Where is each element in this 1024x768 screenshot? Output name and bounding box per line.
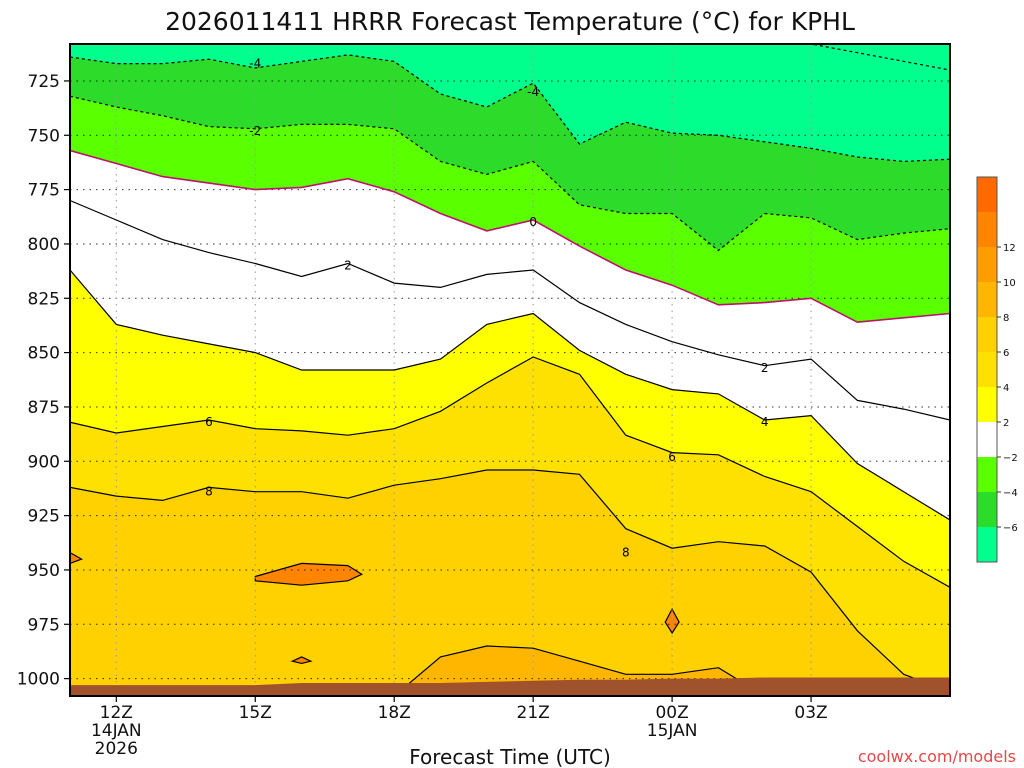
contour-label: -4 bbox=[527, 85, 539, 99]
colorbar-segment bbox=[977, 422, 997, 457]
y-tick-label: 725 bbox=[28, 72, 60, 92]
y-tick-label: 750 bbox=[28, 126, 60, 146]
isotherm-2 bbox=[70, 199, 950, 421]
colorbar-frame bbox=[976, 176, 998, 563]
contour-label: 4 bbox=[761, 415, 769, 429]
y-tick-label: 800 bbox=[28, 235, 60, 255]
y-tick-label: 975 bbox=[28, 615, 60, 635]
warm-core-contour bbox=[70, 551, 84, 565]
y-tick-label: 825 bbox=[28, 289, 60, 309]
isotherm--6 bbox=[70, 44, 950, 71]
plot-frame bbox=[69, 43, 951, 697]
contour-label: 6 bbox=[205, 415, 213, 429]
ground-layer bbox=[70, 677, 950, 696]
x-tick-label: 14JAN bbox=[91, 721, 142, 741]
x-tick-label: 12Z bbox=[100, 703, 133, 723]
isotherm-4 bbox=[70, 269, 950, 521]
colorbar-tick-label: 6 bbox=[1003, 348, 1009, 359]
contour-label: 8 bbox=[622, 546, 630, 560]
chart-title: 2026011411 HRRR Forecast Temperature (°C… bbox=[165, 7, 855, 36]
colorbar-tick-label: 8 bbox=[1003, 313, 1009, 324]
credit-text: coolwx.com/models bbox=[858, 747, 1016, 766]
contour-labels: -4 -4 -2 0 2 2 4 6 6 8 8 bbox=[205, 57, 768, 560]
x-axis-label: Forecast Time (UTC) bbox=[409, 745, 611, 768]
y-tick-label: 1000 bbox=[17, 670, 60, 690]
isotherm--2 bbox=[70, 95, 950, 252]
x-tick-label: 15JAN bbox=[647, 721, 698, 741]
x-tick-label: 21Z bbox=[517, 703, 550, 723]
y-tick-label: 900 bbox=[28, 452, 60, 472]
colorbar-segment bbox=[977, 317, 997, 352]
colorbar-segment bbox=[977, 492, 997, 527]
colorbar: −6 −4 −2 2 4 6 8 10 12 bbox=[976, 176, 1018, 563]
colorbar-tick-label: −4 bbox=[1003, 488, 1018, 499]
contour-label: -2 bbox=[249, 124, 261, 138]
colorbar-segment bbox=[977, 247, 997, 282]
contour-label: -4 bbox=[249, 57, 261, 71]
isotherm--4 bbox=[70, 54, 950, 163]
y-tick-label: 775 bbox=[28, 181, 60, 201]
colorbar-tick-label: 4 bbox=[1003, 383, 1009, 394]
x-tick-label: 2026 bbox=[95, 739, 138, 759]
colorbar-tick-label: −6 bbox=[1003, 523, 1018, 534]
colorbar-tick-label: 12 bbox=[1003, 243, 1016, 254]
x-tick-label: 03Z bbox=[794, 703, 827, 723]
isotherm-10 bbox=[70, 645, 950, 696]
ground-fill bbox=[70, 677, 950, 696]
contour-label: 8 bbox=[205, 485, 213, 499]
y-tick-label: 950 bbox=[28, 561, 60, 581]
colorbar-segment bbox=[977, 177, 997, 212]
isotherm-0 bbox=[70, 149, 950, 324]
contour-label: 0 bbox=[529, 215, 537, 229]
y-tick-label: 875 bbox=[28, 398, 60, 418]
colorbar-tick-label: 2 bbox=[1003, 418, 1009, 429]
axes: 725 750 775 800 825 850 875 900 925 950 975 1000 12Z… bbox=[17, 72, 828, 759]
isotherm-lines bbox=[70, 44, 950, 696]
contour-label: 2 bbox=[761, 361, 769, 375]
contour-label: 6 bbox=[668, 450, 676, 464]
y-tick-label: 850 bbox=[28, 344, 60, 364]
colorbar-segment bbox=[977, 352, 997, 387]
colorbar-segment bbox=[977, 457, 997, 492]
contour-label: 2 bbox=[344, 259, 352, 273]
warm-core-contour bbox=[254, 562, 364, 586]
y-tick-label: 925 bbox=[28, 507, 60, 527]
colorbar-tick-label: 10 bbox=[1003, 278, 1016, 289]
warm-core-contour bbox=[664, 607, 680, 635]
isotherm-6 bbox=[70, 356, 950, 588]
colorbar-segment bbox=[977, 527, 997, 562]
colorbar-segment bbox=[977, 387, 997, 422]
colorbar-segment bbox=[977, 212, 997, 247]
x-tick-label: 18Z bbox=[378, 703, 411, 723]
fill-band-8 bbox=[70, 470, 950, 696]
temperature-fills bbox=[70, 44, 950, 696]
x-tick-label: 00Z bbox=[655, 703, 688, 723]
isotherm-8 bbox=[70, 469, 950, 693]
colorbar-tick-label: −2 bbox=[1003, 453, 1018, 464]
x-tick-label: 15Z bbox=[239, 703, 272, 723]
warm-core-contour bbox=[290, 656, 313, 665]
colorbar-segment bbox=[977, 282, 997, 317]
